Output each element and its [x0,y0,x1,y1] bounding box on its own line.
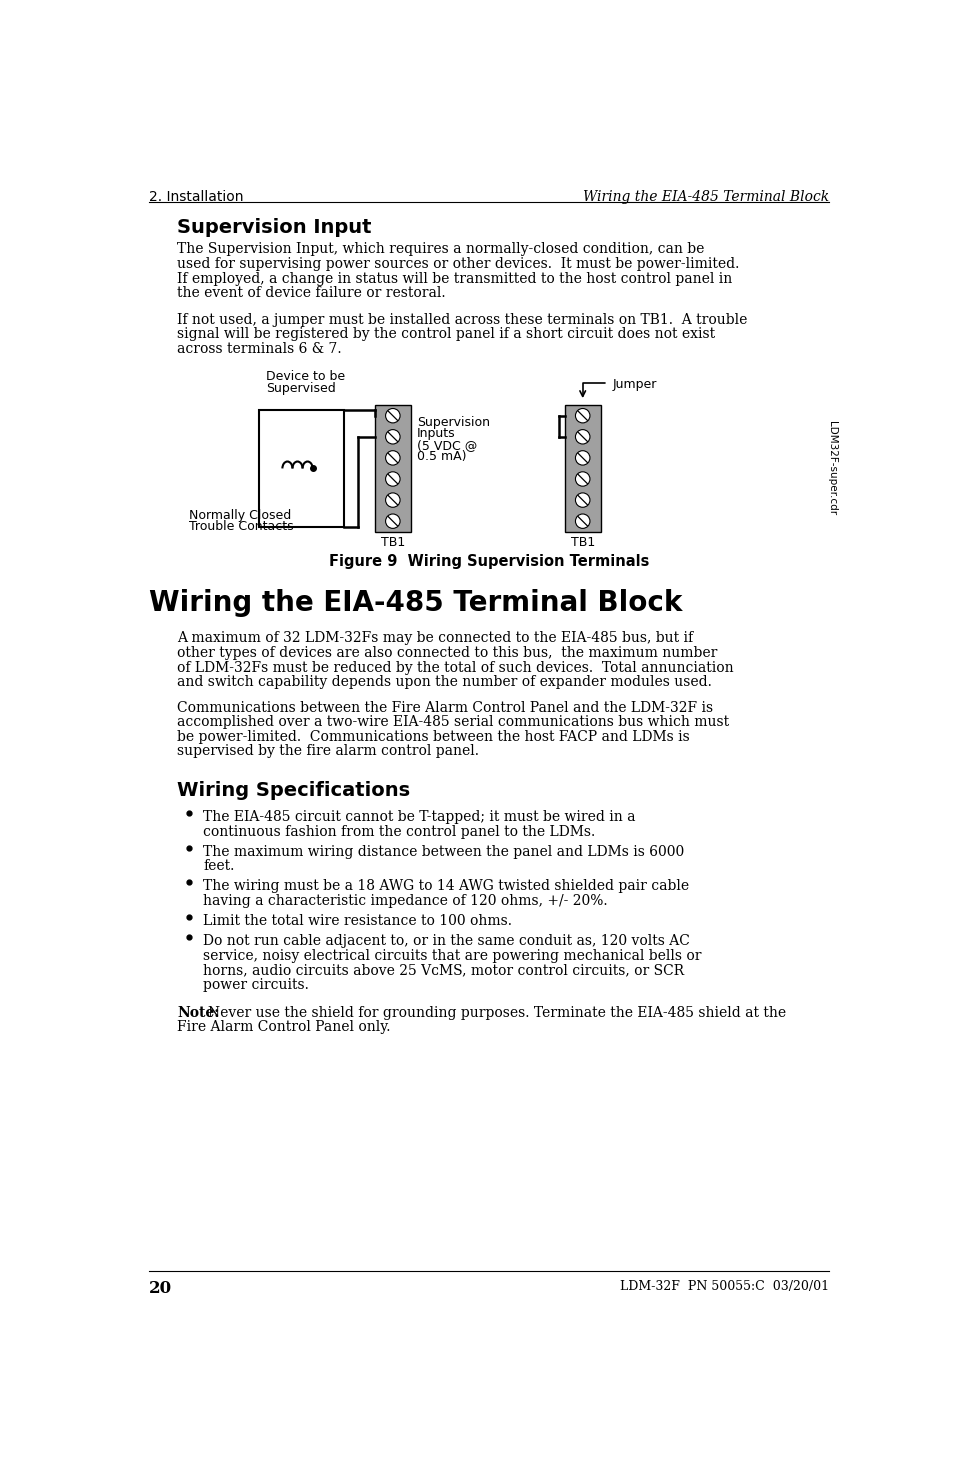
Text: Wiring the EIA-485 Terminal Block: Wiring the EIA-485 Terminal Block [582,190,828,204]
Text: LDM32F-super.cdr: LDM32F-super.cdr [826,422,837,515]
Text: The Supervision Input, which requires a normally-closed condition, can be: The Supervision Input, which requires a … [177,242,704,257]
Text: Limit the total wire resistance to 100 ohms.: Limit the total wire resistance to 100 o… [203,914,512,928]
Circle shape [385,472,399,487]
Text: power circuits.: power circuits. [203,978,309,991]
Text: If employed, a change in status will be transmitted to the host control panel in: If employed, a change in status will be … [177,271,732,286]
Text: A maximum of 32 LDM-32Fs may be connected to the EIA-485 bus, but if: A maximum of 32 LDM-32Fs may be connecte… [177,631,693,645]
Text: the event of device failure or restoral.: the event of device failure or restoral. [177,286,446,301]
Bar [375,406,410,532]
Text: be power-limited.  Communications between the host FACP and LDMs is: be power-limited. Communications between… [177,730,689,743]
Text: Note:: Note: [177,1006,219,1019]
Circle shape [385,409,399,423]
Text: The wiring must be a 18 AWG to 14 AWG twisted shielded pair cable: The wiring must be a 18 AWG to 14 AWG tw… [203,879,688,894]
Text: Never use the shield for grounding purposes. Terminate the EIA-485 shield at the: Never use the shield for grounding purpo… [208,1006,785,1019]
Text: Supervision: Supervision [416,416,489,429]
Text: Do not run cable adjacent to, or in the same conduit as, 120 volts AC: Do not run cable adjacent to, or in the … [203,934,689,948]
Text: horns, audio circuits above 25 VᴄMS, motor control circuits, or SCR: horns, audio circuits above 25 VᴄMS, mot… [203,963,683,976]
Text: having a characteristic impedance of 120 ohms, +/- 20%.: having a characteristic impedance of 120… [203,894,607,909]
Text: Normally Closed: Normally Closed [189,509,291,522]
Circle shape [385,513,399,528]
Text: (5 VDC @: (5 VDC @ [416,438,476,451]
Text: LDM-32F  PN 50055:C  03/20/01: LDM-32F PN 50055:C 03/20/01 [619,1280,828,1294]
Text: across terminals 6 & 7.: across terminals 6 & 7. [177,342,341,355]
Text: of LDM-32Fs must be reduced by the total of such devices.  Total annunciation: of LDM-32Fs must be reduced by the total… [177,661,733,674]
Text: TB1: TB1 [380,535,404,549]
Text: feet.: feet. [203,860,234,873]
Text: accomplished over a two-wire EIA-485 serial communications bus which must: accomplished over a two-wire EIA-485 ser… [177,715,729,729]
Circle shape [575,409,589,423]
Text: Fire Alarm Control Panel only.: Fire Alarm Control Panel only. [177,1021,391,1034]
Circle shape [385,429,399,444]
Text: Wiring Specifications: Wiring Specifications [177,780,410,799]
Text: Device to be: Device to be [266,370,345,384]
Text: The EIA-485 circuit cannot be T-tapped; it must be wired in a: The EIA-485 circuit cannot be T-tapped; … [203,810,635,825]
Text: Jumper: Jumper [612,378,656,391]
Text: 0.5 mA): 0.5 mA) [416,450,466,463]
Text: service, noisy electrical circuits that are powering mechanical bells or: service, noisy electrical circuits that … [203,948,700,963]
Text: other types of devices are also connected to this bus,  the maximum number: other types of devices are also connecte… [177,646,717,659]
Circle shape [575,472,589,487]
Text: 20: 20 [149,1280,172,1298]
Text: Wiring the EIA-485 Terminal Block: Wiring the EIA-485 Terminal Block [149,589,681,617]
Bar [564,406,599,532]
Text: The maximum wiring distance between the panel and LDMs is 6000: The maximum wiring distance between the … [203,845,683,858]
Text: Communications between the Fire Alarm Control Panel and the LDM-32F is: Communications between the Fire Alarm Co… [177,701,713,714]
Text: used for supervising power sources or other devices.  It must be power-limited.: used for supervising power sources or ot… [177,257,739,271]
Circle shape [575,451,589,465]
Text: If not used, a jumper must be installed across these terminals on TB1.  A troubl: If not used, a jumper must be installed … [177,313,747,326]
Circle shape [575,493,589,507]
Text: Trouble Contacts: Trouble Contacts [189,521,294,534]
Text: Figure 9  Wiring Supervision Terminals: Figure 9 Wiring Supervision Terminals [329,553,648,568]
Text: continuous fashion from the control panel to the LDMs.: continuous fashion from the control pane… [203,825,595,839]
Text: Supervision Input: Supervision Input [177,218,372,237]
Circle shape [385,493,399,507]
Text: and switch capability depends upon the number of expander modules used.: and switch capability depends upon the n… [177,676,712,689]
Circle shape [575,513,589,528]
Text: Inputs: Inputs [416,428,455,440]
Text: 2. Installation: 2. Installation [149,190,243,204]
Text: TB1: TB1 [570,535,595,549]
Circle shape [385,451,399,465]
Text: supervised by the fire alarm control panel.: supervised by the fire alarm control pan… [177,745,478,758]
Text: Supervised: Supervised [266,382,335,395]
Bar [258,410,344,528]
Text: signal will be registered by the control panel if a short circuit does not exist: signal will be registered by the control… [177,327,715,341]
Circle shape [575,429,589,444]
